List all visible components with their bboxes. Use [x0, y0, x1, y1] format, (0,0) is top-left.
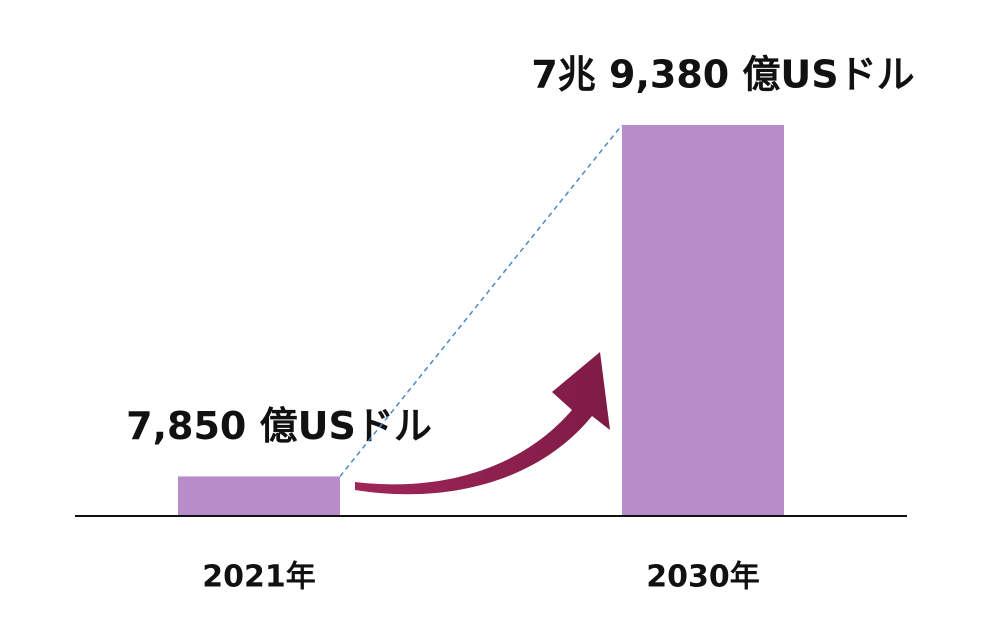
- growth-arrow: [355, 352, 610, 495]
- bar: [178, 476, 340, 515]
- bar: [622, 125, 784, 515]
- x-tick-label: 2030年: [646, 560, 760, 595]
- x-tick-label: 2021年: [202, 560, 316, 595]
- value-label: 7,850 億USドル: [126, 404, 432, 448]
- value-label: 7兆 9,380 億USドル: [531, 53, 914, 97]
- connector: [339, 124, 623, 477]
